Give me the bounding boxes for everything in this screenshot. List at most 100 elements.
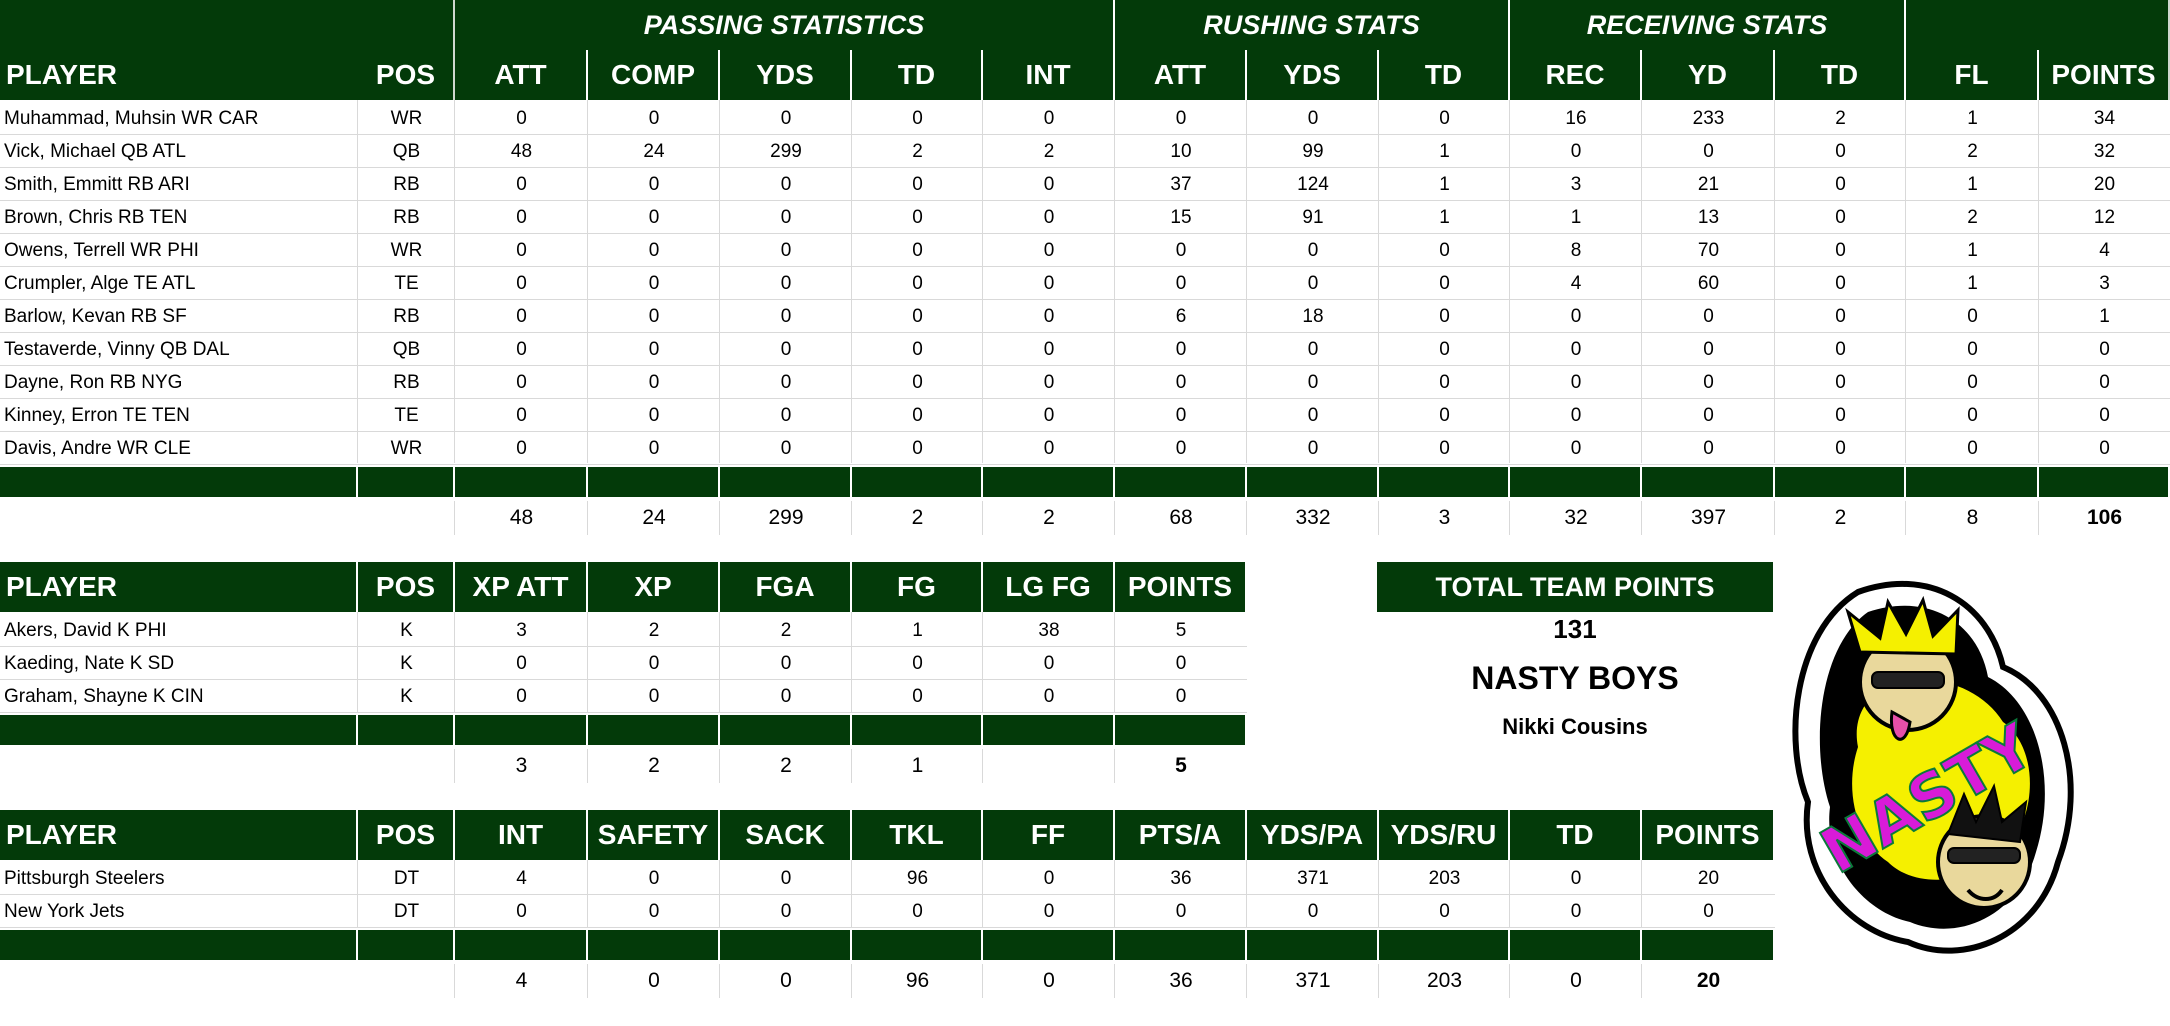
offense-total: 3	[1438, 506, 1451, 529]
offense-cell: RB	[393, 306, 420, 327]
col-divider	[1114, 501, 1115, 535]
offense-cell: 37	[1170, 174, 1192, 195]
offense-cell: 0	[1967, 339, 1978, 360]
col-divider	[454, 100, 455, 463]
col-divider	[982, 100, 983, 463]
defense-col-header: SACK	[720, 810, 850, 860]
col-divider	[1905, 100, 1906, 463]
offense-cell: 0	[516, 273, 527, 294]
defense-cell: 4	[516, 868, 527, 889]
offense-col-header: YDS	[720, 50, 850, 100]
offense-cell: 18	[1302, 306, 1324, 327]
kickers-cell: 0	[1175, 686, 1187, 707]
offense-cell: 0	[1835, 372, 1846, 393]
col-divider	[982, 860, 983, 928]
offense-cell: 0	[1175, 405, 1187, 426]
offense-spacer-bar	[852, 467, 981, 497]
total-team-points-title: TOTAL TEAM POINTS	[1377, 562, 1773, 612]
offense-cell: RB	[393, 174, 420, 195]
offense-col-header: TD	[1379, 50, 1508, 100]
defense-total: 0	[648, 969, 660, 992]
kickers-cell: 0	[1175, 653, 1187, 674]
offense-cell: 0	[648, 207, 660, 228]
offense-cell: 0	[1175, 273, 1187, 294]
defense-cell: 0	[1043, 901, 1055, 922]
offense-cell: 0	[912, 306, 923, 327]
defense-spacer-bar	[1510, 930, 1640, 960]
col-divider	[1114, 100, 1115, 463]
kickers-cell: Akers, David K PHI	[4, 620, 167, 641]
col-divider	[719, 612, 720, 713]
offense-col-header: ATT	[455, 50, 586, 100]
offense-cell: 0	[1043, 372, 1055, 393]
offense-cell: 0	[780, 108, 792, 129]
row-divider	[0, 927, 1775, 928]
defense-cell: 0	[1570, 901, 1582, 922]
col-divider	[719, 749, 720, 783]
offense-cell: 0	[1570, 372, 1582, 393]
offense-cell: 0	[516, 108, 527, 129]
offense-cell: Crumpler, Alge TE ATL	[4, 273, 196, 294]
col-divider	[1114, 749, 1115, 783]
defense-spacer-bar	[1642, 930, 1773, 960]
offense-col-header: FL	[1906, 50, 2037, 100]
col-divider	[1905, 501, 1906, 535]
offense-cell: Barlow, Kevan RB SF	[4, 306, 187, 327]
offense-cell: 0	[1307, 273, 1319, 294]
col-divider	[1774, 100, 1775, 463]
offense-cell: 0	[1835, 306, 1846, 327]
col-divider	[1774, 501, 1775, 535]
offense-cell: 0	[1835, 438, 1846, 459]
col-divider	[1509, 100, 1510, 463]
row-divider	[0, 332, 2170, 333]
kickers-spacer-bar	[455, 715, 586, 745]
col-divider	[1378, 100, 1379, 463]
offense-cell: 0	[1439, 372, 1450, 393]
offense-cell: 0	[912, 438, 923, 459]
offense-cell: 0	[1835, 273, 1846, 294]
offense-cell: 0	[1967, 438, 1978, 459]
offense-cell: 1	[1439, 141, 1450, 162]
offense-cell: 0	[1703, 339, 1714, 360]
offense-cell: 0	[1307, 339, 1319, 360]
offense-cell: 0	[780, 207, 792, 228]
offense-cell: 0	[1439, 306, 1450, 327]
offense-spacer-bar	[0, 467, 356, 497]
offense-cell: 1	[2099, 306, 2110, 327]
col-divider	[719, 100, 720, 463]
defense-spacer-bar	[455, 930, 586, 960]
offense-cell: 0	[516, 339, 527, 360]
offense-total: 48	[509, 506, 534, 529]
offense-cell: 0	[2099, 339, 2110, 360]
offense-cell: 8	[1570, 240, 1582, 261]
defense-col-header: PLAYER	[0, 810, 356, 860]
offense-cell: 0	[516, 306, 527, 327]
offense-total: 68	[1169, 506, 1193, 529]
row-divider	[0, 894, 1775, 895]
kickers-cell: 2	[648, 620, 660, 641]
offense-header-spacer	[1906, 0, 2039, 50]
col-divider	[357, 100, 358, 463]
kickers-total: 3	[515, 754, 528, 777]
offense-cell: 0	[1570, 339, 1582, 360]
col-divider	[587, 501, 588, 535]
offense-cell: 0	[648, 108, 660, 129]
offense-cell: RB	[393, 372, 420, 393]
offense-cell: TE	[394, 405, 419, 426]
defense-col-header: YDS/PA	[1247, 810, 1377, 860]
offense-cell: 0	[648, 339, 660, 360]
offense-cell: 0	[648, 438, 660, 459]
kickers-spacer-bar	[358, 715, 453, 745]
total-team-points-value: 131	[1553, 614, 1597, 644]
offense-cell: 0	[1175, 372, 1187, 393]
offense-cell: 0	[1835, 174, 1846, 195]
kickers-col-header: FG	[852, 562, 981, 612]
defense-col-header: FF	[983, 810, 1113, 860]
col-divider	[851, 964, 852, 998]
offense-cell: 0	[780, 240, 792, 261]
kickers-cell: 0	[912, 686, 923, 707]
offense-cell: 1	[1967, 174, 1978, 195]
offense-cell: 0	[912, 405, 923, 426]
col-divider	[587, 612, 588, 713]
offense-cell: 1	[1570, 207, 1582, 228]
